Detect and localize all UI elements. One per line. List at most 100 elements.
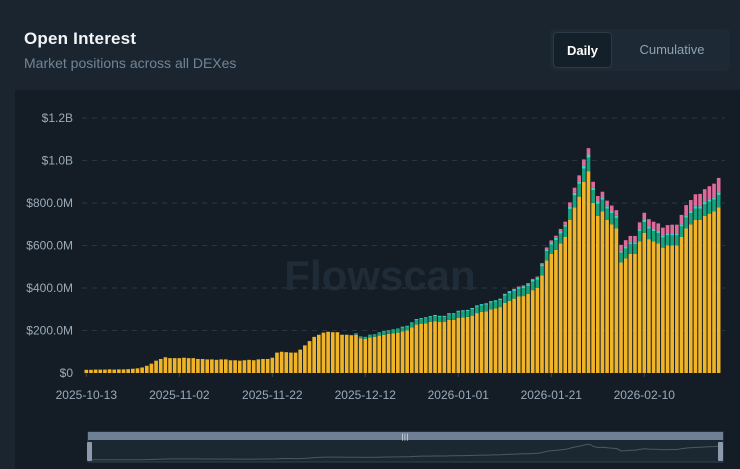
range-slider-bar[interactable] (88, 432, 723, 440)
bar-segment (647, 226, 651, 229)
bar-segment (144, 365, 149, 373)
bar-segment (572, 192, 577, 196)
bar-segment (117, 369, 121, 373)
bar-segment (558, 231, 563, 234)
x-tick-label: 2025-10-13 (56, 388, 118, 402)
bar-segment (591, 190, 595, 203)
bar-segment (493, 300, 498, 302)
bar-segment (489, 301, 493, 303)
bar-segment (409, 322, 414, 324)
bar-segment (605, 206, 609, 209)
bar-segment (182, 357, 186, 373)
bar-segment (684, 205, 688, 216)
range-slider-grip-icon[interactable]: ||| (401, 433, 408, 441)
bar-segment (591, 187, 595, 191)
x-tick-label: 2026-01-21 (521, 388, 583, 402)
bar-segment (358, 338, 363, 373)
bar-segment (544, 251, 549, 261)
bar-segment (549, 242, 554, 245)
bar-segment (372, 334, 377, 335)
bar-segment (661, 237, 665, 248)
bar-segment (600, 211, 605, 373)
bar-segment (716, 194, 721, 208)
bar-segment (693, 220, 698, 373)
bar-segment (340, 334, 344, 373)
bar-segment (609, 205, 614, 212)
y-tick-label: $0 (60, 366, 74, 380)
bar-segment (475, 313, 479, 373)
bar-segment (354, 333, 358, 334)
bar-segment (651, 228, 656, 232)
bar-segment (382, 331, 386, 335)
bar-segment (688, 224, 693, 373)
bar-segment (623, 248, 628, 259)
bar-segment (563, 237, 568, 373)
bar-segment (675, 245, 679, 373)
bar-segment (637, 229, 642, 232)
bar-segment (684, 228, 688, 373)
bar-segment (684, 217, 688, 229)
y-tick-label: $400.0M (26, 281, 73, 295)
bar-segment (628, 242, 633, 245)
bar-segment (549, 254, 554, 373)
bar-segment (702, 204, 707, 216)
bar-segment (619, 252, 623, 263)
bar-segment (544, 249, 549, 252)
bar-segment (242, 360, 247, 373)
bar-segment (526, 285, 530, 294)
bar-segment (484, 303, 489, 305)
y-tick-label: $1.2B (42, 111, 73, 125)
bar-segment (512, 288, 516, 290)
bar-segment (247, 359, 251, 373)
bar-segment (312, 336, 316, 374)
bar-segment (442, 322, 447, 373)
bar-segment (614, 215, 619, 218)
range-slider-left-handle[interactable] (87, 442, 92, 461)
bar-segment (191, 358, 196, 374)
bar-segment (582, 165, 586, 169)
bar-segment (609, 224, 614, 373)
bar-segment (382, 331, 386, 332)
bar-segment (698, 208, 702, 220)
bar-segment (702, 189, 707, 202)
bar-segment (656, 231, 661, 234)
bar-segment (126, 369, 130, 373)
daily-toggle-button[interactable]: Daily (553, 32, 612, 68)
bar-segment (447, 314, 451, 320)
bar-segment (502, 294, 507, 296)
bar-segment (493, 308, 498, 373)
bar-segment (577, 181, 581, 184)
bar-segment (470, 315, 475, 374)
bar-segment (112, 369, 117, 373)
bar-segment (354, 334, 358, 373)
bar-segment (512, 289, 516, 291)
bar-segment (507, 291, 512, 294)
bar-segment (219, 359, 223, 373)
bar-segment (698, 220, 702, 373)
bar-segment (484, 311, 489, 374)
bar-segment (461, 310, 465, 312)
bar-segment (609, 211, 614, 214)
bar-segment (688, 213, 693, 225)
bar-segment (177, 358, 182, 374)
y-tick-label: $600.0M (26, 239, 73, 253)
x-tick-label: 2025-11-02 (149, 388, 210, 402)
bar-segment (633, 254, 637, 373)
bar-segment (675, 235, 679, 246)
bar-segment (414, 319, 419, 320)
bar-segment (679, 224, 684, 227)
bar-segment (409, 327, 414, 373)
bar-segment (456, 311, 461, 318)
bar-segment (363, 337, 368, 339)
bar-segment (489, 309, 493, 373)
bar-segment (358, 336, 363, 337)
cumulative-toggle-button[interactable]: Cumulative (639, 42, 705, 57)
bar-segment (572, 207, 577, 373)
bar-segment (437, 315, 442, 317)
bar-segment (651, 231, 656, 242)
range-slider-right-handle[interactable] (718, 442, 723, 461)
bar-segment (516, 287, 521, 289)
bar-segment (433, 316, 437, 322)
bar-segment (637, 222, 642, 230)
